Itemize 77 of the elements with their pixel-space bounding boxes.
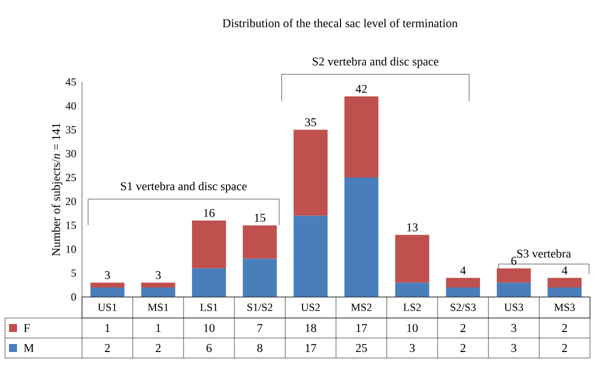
bar bbox=[344, 178, 378, 297]
y-tick-label: 15 bbox=[66, 222, 76, 230]
total-label: 3 bbox=[104, 271, 110, 280]
total-label: 15 bbox=[254, 214, 266, 222]
bar bbox=[192, 220, 226, 268]
x-tick-label: MS3 bbox=[554, 304, 575, 312]
data-label: 7 bbox=[258, 324, 262, 332]
total-label: 3 bbox=[156, 271, 161, 280]
bar bbox=[192, 268, 226, 297]
bar bbox=[242, 258, 277, 297]
bar bbox=[548, 278, 582, 288]
bar bbox=[344, 96, 378, 178]
data-label: 2 bbox=[562, 324, 567, 332]
text: S2 vertebra and disc space bbox=[312, 57, 438, 68]
y-tick-label: 0 bbox=[71, 293, 76, 301]
data-label: 2 bbox=[156, 344, 161, 352]
data-label: 3 bbox=[511, 324, 516, 332]
bar bbox=[446, 287, 480, 297]
x-tick-label: LS2 bbox=[403, 304, 421, 312]
bar bbox=[496, 282, 531, 297]
bar bbox=[90, 287, 124, 297]
total-label: 4 bbox=[562, 266, 568, 274]
data-label: 18 bbox=[306, 324, 316, 332]
data-label: 25 bbox=[356, 344, 367, 352]
x-tick-label: S2/S3 bbox=[450, 304, 476, 312]
data-label: 2 bbox=[562, 344, 567, 352]
data-label: 2 bbox=[460, 324, 466, 332]
x-tick-label: MS2 bbox=[351, 304, 372, 312]
bar bbox=[141, 282, 176, 288]
data-label: 17 bbox=[356, 324, 368, 332]
legend-label: M bbox=[24, 344, 34, 352]
y-axis-title: Number of subjects/n = 141 bbox=[52, 123, 63, 256]
x-tick-label: US1 bbox=[98, 304, 116, 312]
data-label: 6 bbox=[206, 344, 212, 352]
bar bbox=[446, 278, 480, 288]
bar bbox=[294, 216, 328, 297]
data-label: 17 bbox=[306, 344, 316, 352]
y-tick-label: 10 bbox=[66, 246, 76, 253]
total-label: 13 bbox=[407, 223, 418, 232]
chart-title: Distribution of the thecal sac level of termination bbox=[222, 18, 458, 28]
bar bbox=[496, 268, 531, 283]
y-tick-label: 30 bbox=[66, 150, 76, 158]
bar bbox=[242, 225, 277, 259]
x-tick-label: LS1 bbox=[200, 304, 218, 312]
y-tick-label: 5 bbox=[72, 269, 76, 277]
y-tick-label: 35 bbox=[66, 126, 76, 134]
y-tick-label: 20 bbox=[66, 198, 76, 206]
annotation: S3 vertebra bbox=[517, 249, 572, 258]
data-label: 1 bbox=[156, 324, 160, 332]
data-label: 8 bbox=[257, 344, 262, 352]
x-tick-label: S1/S2 bbox=[247, 304, 272, 312]
total-label: 35 bbox=[305, 118, 316, 126]
data-label: 3 bbox=[511, 344, 516, 352]
total-label: 16 bbox=[204, 208, 215, 218]
bar bbox=[294, 130, 328, 216]
total-label: 4 bbox=[460, 266, 466, 274]
bar bbox=[548, 287, 582, 297]
data-label: 10 bbox=[204, 324, 215, 332]
x-tick-label: US2 bbox=[301, 304, 320, 312]
x-tick-label: MS1 bbox=[148, 304, 168, 312]
data-label: 1 bbox=[105, 324, 110, 332]
legend-label: F bbox=[24, 324, 30, 332]
bar bbox=[395, 282, 430, 297]
bar bbox=[141, 287, 176, 297]
data-label: 2 bbox=[104, 344, 110, 352]
y-tick-label: 25 bbox=[66, 174, 76, 182]
annotation: S1 vertebra and disc space bbox=[120, 182, 247, 193]
y-tick-label: 40 bbox=[66, 102, 76, 110]
data-label: 10 bbox=[407, 324, 418, 332]
bar bbox=[395, 234, 430, 283]
x-tick-label: US3 bbox=[504, 304, 524, 312]
data-label: 2 bbox=[460, 344, 466, 352]
total-label: 42 bbox=[356, 84, 367, 93]
total-label: 6 bbox=[511, 256, 516, 265]
data-label: 3 bbox=[410, 344, 415, 352]
y-tick-label: 45 bbox=[66, 78, 76, 86]
bar bbox=[90, 282, 124, 288]
